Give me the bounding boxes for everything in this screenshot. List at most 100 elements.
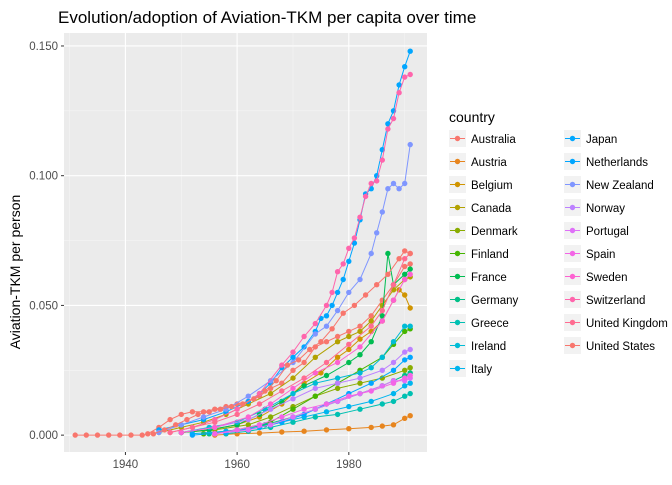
data-point	[290, 390, 296, 397]
data-point	[402, 328, 408, 335]
data-point	[256, 401, 263, 407]
legend-label: Italy	[471, 364, 492, 376]
data-point	[396, 90, 402, 96]
data-point	[357, 352, 363, 358]
data-point	[267, 390, 274, 397]
data-point	[402, 248, 408, 254]
data-point	[290, 419, 296, 425]
data-point	[290, 396, 296, 402]
data-point	[267, 406, 274, 412]
legend-key-point	[454, 250, 461, 257]
legend-key-point	[569, 204, 576, 211]
data-point	[334, 385, 341, 392]
legend-key-point	[454, 342, 461, 349]
data-point	[318, 370, 324, 376]
legend-item: Australia	[449, 130, 516, 147]
series-line	[181, 273, 411, 433]
data-point	[346, 359, 352, 366]
data-point	[351, 235, 358, 241]
data-point	[228, 403, 235, 410]
data-point	[357, 344, 363, 350]
legend-label: Netherlands	[586, 157, 648, 169]
minor-gridlines	[64, 33, 427, 452]
data-point	[357, 276, 363, 283]
chart-title: Evolution/adoption of Aviation-TKM per c…	[58, 8, 476, 27]
data-point	[402, 375, 408, 381]
legend-label: Belgium	[471, 180, 513, 192]
series-switzerland	[167, 71, 413, 436]
legend-label: Sweden	[586, 272, 628, 284]
data-point	[390, 339, 397, 345]
data-point	[396, 82, 402, 88]
legend-item: Sweden	[564, 268, 628, 285]
data-point	[334, 289, 341, 296]
data-point	[402, 323, 408, 329]
data-point	[368, 365, 374, 371]
data-point	[245, 414, 251, 420]
x-tick-label: 1940	[113, 459, 139, 471]
series-line	[169, 253, 411, 433]
data-point	[212, 424, 218, 431]
data-point	[379, 367, 385, 373]
data-point	[167, 429, 173, 436]
data-point	[189, 409, 196, 415]
data-point	[301, 406, 307, 412]
series-united-kingdom	[167, 250, 413, 436]
data-point	[178, 422, 184, 428]
data-point	[245, 422, 251, 428]
data-point	[323, 302, 330, 309]
data-point	[402, 63, 408, 70]
data-point	[407, 346, 413, 353]
legend-item: Netherlands	[564, 153, 648, 170]
data-point	[290, 354, 296, 360]
data-point	[240, 401, 246, 407]
y-tick-label: 0.050	[29, 300, 58, 312]
data-point	[368, 180, 374, 187]
data-point	[402, 357, 408, 363]
data-point	[323, 339, 330, 345]
data-point	[374, 282, 380, 288]
data-point	[346, 258, 352, 264]
data-point	[390, 380, 397, 386]
data-point	[346, 403, 352, 410]
data-point	[178, 429, 184, 436]
legend-key-point	[569, 227, 576, 234]
data-point	[402, 415, 408, 421]
x-tick-label: 1980	[336, 459, 362, 471]
data-point	[368, 388, 374, 394]
data-point	[262, 388, 268, 394]
data-point	[379, 313, 385, 319]
data-point	[407, 48, 413, 54]
legend-key-point	[454, 204, 461, 211]
legend-label: Portugal	[586, 226, 629, 238]
data-point	[407, 365, 413, 371]
data-point	[301, 344, 307, 350]
legend-key-point	[569, 273, 576, 280]
data-point	[340, 261, 346, 267]
legend: Australia Austria Belgium Canada Denmark Finl…	[449, 130, 668, 377]
data-point	[279, 362, 285, 368]
data-point	[368, 250, 374, 257]
legend-key-point	[454, 273, 461, 280]
data-point	[368, 323, 374, 329]
legend-item: Ireland	[449, 337, 506, 354]
legend-key-point	[454, 227, 461, 234]
legend-key-point	[454, 365, 461, 372]
data-point	[379, 354, 385, 360]
data-point	[307, 346, 313, 353]
legend-label: Spain	[586, 249, 615, 261]
data-point	[390, 297, 397, 303]
legend-label: Switzerland	[586, 295, 645, 307]
data-point	[407, 271, 413, 277]
data-point	[284, 362, 291, 368]
y-axis: 0.000 0.050 0.100 0.150	[29, 41, 64, 442]
data-point	[301, 375, 307, 381]
legend-key-point	[569, 158, 576, 165]
data-point	[334, 380, 341, 386]
data-point	[379, 307, 385, 314]
data-point	[346, 328, 352, 335]
data-point	[329, 326, 335, 332]
data-point	[357, 406, 363, 412]
